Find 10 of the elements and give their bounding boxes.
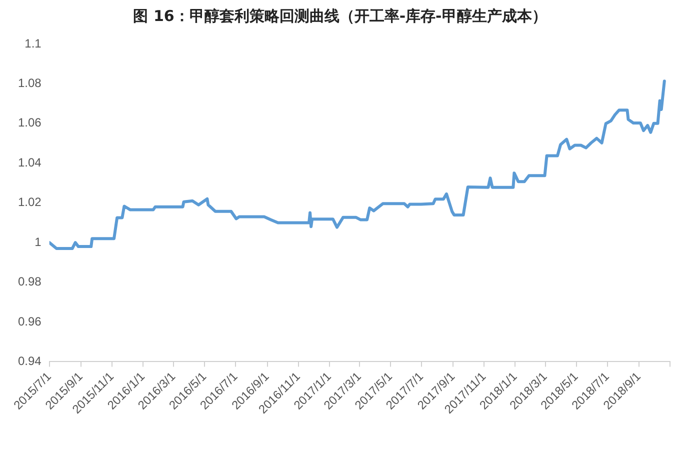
y-tick-label: 0.94	[18, 354, 42, 368]
y-tick-label: 1.06	[18, 116, 42, 130]
y-tick-label: 1.1	[24, 36, 42, 50]
y-tick-label: 0.96	[18, 314, 42, 328]
y-tick-label: 1.08	[18, 76, 42, 90]
y-tick-label: 1	[34, 234, 42, 249]
y-tick-label: 1.04	[18, 155, 42, 170]
y-tick-label: 0.98	[18, 274, 42, 289]
y-tick-label: 1.02	[18, 195, 42, 210]
chart-title: 图 16：甲醇套利策略回测曲线（开工率-库存-甲醇生产成本）	[133, 6, 547, 25]
